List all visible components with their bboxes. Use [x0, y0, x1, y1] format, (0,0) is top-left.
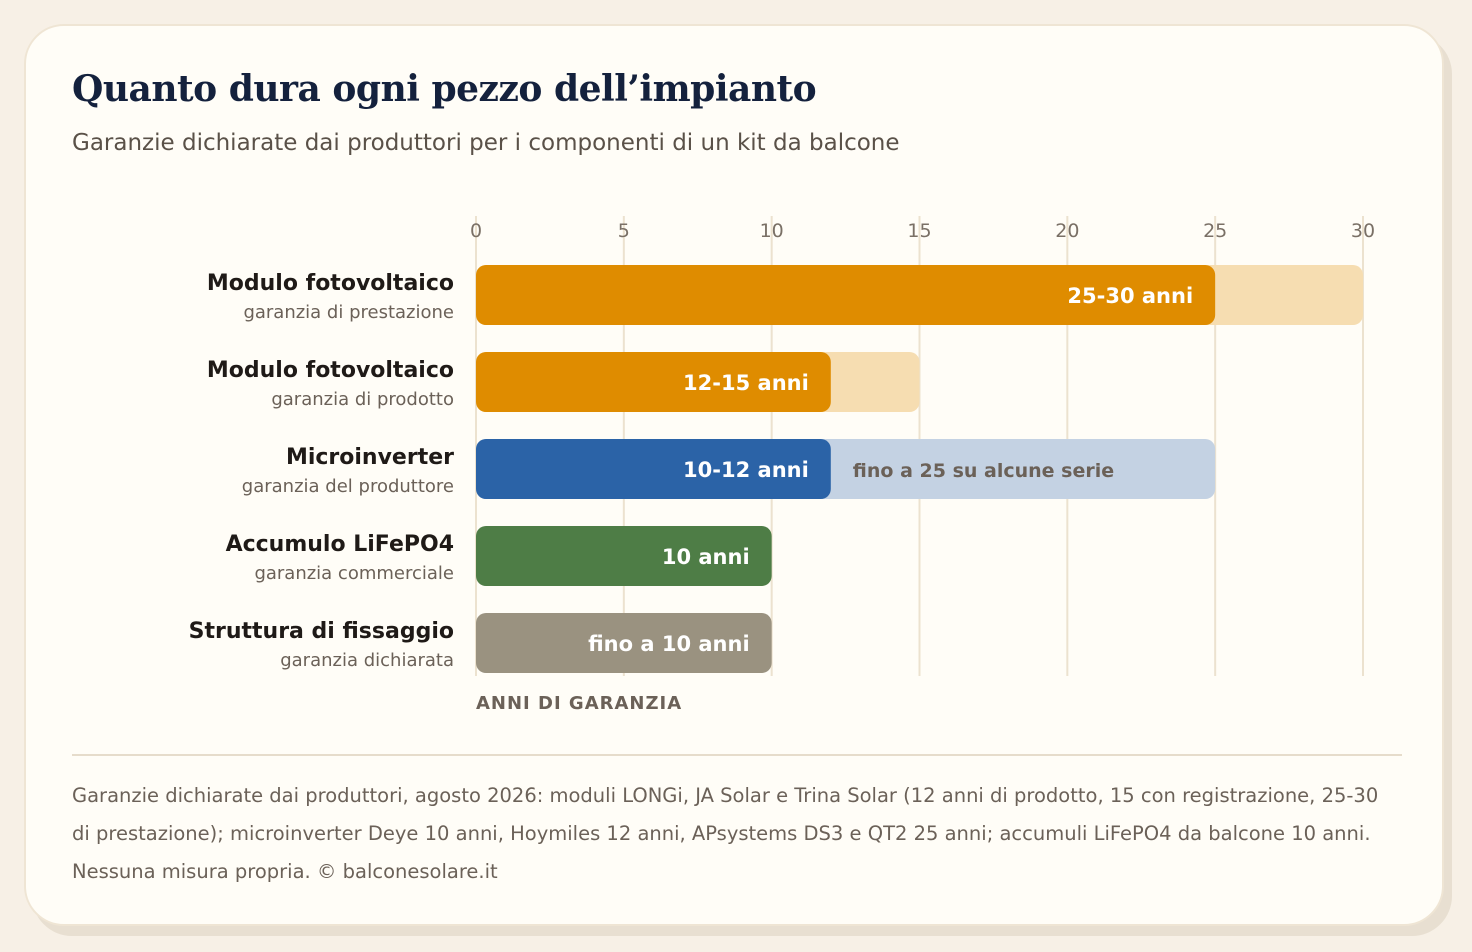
x-tick-label: 20 — [1055, 220, 1079, 242]
x-tick-label: 30 — [1351, 220, 1375, 242]
category-label: Modulo fotovoltaico — [207, 271, 454, 296]
value-bar — [476, 352, 831, 412]
category-label: Microinverter — [286, 445, 454, 470]
x-tick-label: 5 — [618, 220, 630, 242]
x-tick-label: 25 — [1203, 220, 1227, 242]
category-sublabel: garanzia di prodotto — [271, 389, 454, 410]
divider — [72, 754, 1402, 756]
bar-value-label: 10-12 anni — [683, 458, 809, 482]
bar-value-label: 25-30 anni — [1067, 284, 1193, 308]
chart-subtitle: Garanzie dichiarate dai produttori per i… — [72, 130, 900, 156]
x-tick-label: 15 — [907, 220, 931, 242]
x-tick-label: 10 — [760, 220, 784, 242]
x-axis-label: ANNI DI GARANZIA — [476, 693, 682, 714]
chart-title: Quanto dura ogni pezzo dell’impianto — [72, 68, 817, 110]
value-bar — [476, 265, 1216, 325]
category-sublabel: garanzia commerciale — [254, 563, 454, 584]
category-sublabel: garanzia di prestazione — [243, 302, 454, 323]
category-sublabel: garanzia dichiarata — [280, 650, 454, 671]
category-sublabel: garanzia del produttore — [242, 476, 454, 497]
category-label: Modulo fotovoltaico — [207, 358, 454, 383]
x-tick-label: 0 — [470, 220, 482, 242]
bar-value-label: 12-15 anni — [683, 371, 809, 395]
footnote: Garanzie dichiarate dai produttori, agos… — [72, 784, 1379, 883]
value-bar — [476, 526, 772, 586]
value-bar — [476, 439, 831, 499]
bar-chart: 0 5 10 15 20 25 30 Modulo fotovoltaico garanzia … — [189, 216, 1375, 714]
chart-card: Quanto dura ogni pezzo dell’impianto Gar… — [24, 24, 1444, 926]
value-bar — [476, 613, 772, 673]
bar-note: fino a 25 su alcune serie — [853, 460, 1114, 482]
bar-value-label: 10 anni — [662, 545, 750, 569]
bar-value-label: fino a 10 anni — [588, 632, 750, 656]
category-label: Accumulo LiFePO4 — [226, 532, 454, 557]
category-label: Struttura di fissaggio — [189, 619, 454, 644]
